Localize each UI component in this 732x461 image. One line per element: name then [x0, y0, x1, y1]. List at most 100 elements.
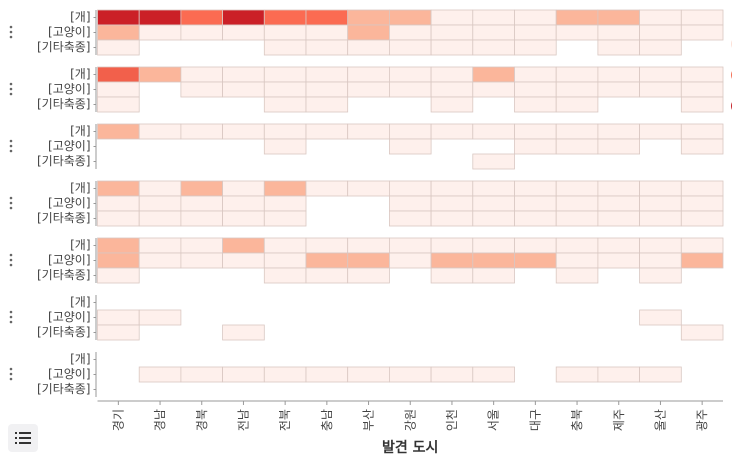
panel-menu-dot	[9, 82, 13, 86]
heatmap-cell	[680, 210, 724, 227]
heatmap-cell	[263, 195, 307, 212]
heatmap-cell	[514, 96, 557, 113]
heatmap-cell	[388, 195, 432, 212]
heatmap-cell	[97, 180, 140, 197]
row-label: [개]	[70, 295, 90, 309]
row-label: [기타축종]	[37, 211, 91, 225]
x-tick-label: 서울	[487, 409, 501, 431]
heatmap-cell	[555, 237, 599, 254]
x-tick-label: 전북	[278, 409, 292, 431]
heatmap-cell	[305, 123, 349, 140]
heatmap-cell	[347, 66, 390, 83]
panel-menu-dot	[9, 258, 13, 262]
heatmap-cell	[138, 123, 182, 140]
heatmap-cell	[263, 39, 307, 56]
heatmap-cell	[305, 9, 349, 26]
panel-menu-dot	[9, 35, 13, 39]
heatmap-cell	[138, 252, 182, 269]
heatmap-cell	[222, 237, 265, 254]
heatmap-cell	[597, 24, 641, 41]
heatmap-cell	[180, 123, 223, 140]
heatmap-cell	[263, 267, 307, 284]
heatmap-cell	[305, 366, 349, 383]
heatmap-cell	[555, 138, 599, 155]
heatmap-cell	[222, 81, 265, 98]
heatmap-cell	[305, 180, 349, 197]
heatmap-cell	[347, 81, 390, 98]
heatmap-cell	[639, 210, 682, 227]
heatmap-cell	[97, 81, 140, 98]
chart-menu-button[interactable]	[8, 424, 38, 452]
heatmap-cell	[680, 138, 724, 155]
x-tick-label: 경남	[153, 409, 167, 431]
heatmap-cell	[597, 123, 641, 140]
panel-menu-dot	[9, 196, 13, 200]
x-tick-label: 대구	[528, 409, 542, 431]
panel-menu-dot	[9, 206, 13, 210]
heatmap-cell	[263, 123, 307, 140]
heatmap-cell	[430, 39, 474, 56]
heatmap-cell	[180, 24, 223, 41]
heatmap-cell	[680, 9, 724, 26]
row-label: [기타축종]	[37, 97, 91, 111]
heatmap-cell	[555, 210, 599, 227]
heatmap-cell	[222, 9, 265, 26]
heatmap-cell	[180, 81, 223, 98]
heatmap-cell	[555, 96, 599, 113]
heatmap-panel: [개][고양이][기타축종]	[9, 123, 724, 170]
heatmap-cell	[514, 237, 557, 254]
heatmap-cell	[514, 138, 557, 155]
heatmap-cell	[222, 324, 265, 341]
heatmap-cell	[555, 9, 599, 26]
heatmap-cell	[263, 252, 307, 269]
heatmap-cell	[263, 81, 307, 98]
heatmap-cell	[263, 366, 307, 383]
heatmap-cell	[514, 39, 557, 56]
panel-menu-dot	[9, 25, 13, 29]
heatmap-cell	[472, 210, 515, 227]
heatmap-cell	[597, 252, 641, 269]
heatmap-cell	[263, 9, 307, 26]
x-tick-label: 전남	[236, 409, 250, 431]
heatmap-cell	[222, 180, 265, 197]
heatmap-cell	[305, 39, 349, 56]
heatmap-cell	[555, 366, 599, 383]
x-tick-label: 경기	[111, 409, 125, 431]
heatmap-cell	[263, 96, 307, 113]
x-tick-label: 광주	[695, 409, 709, 431]
heatmap-cell	[138, 66, 182, 83]
heatmap-cell	[472, 195, 515, 212]
heatmap-cell	[597, 180, 641, 197]
heatmap-cell	[555, 180, 599, 197]
heatmap-cell	[597, 210, 641, 227]
heatmap-cell	[347, 180, 390, 197]
heatmap-cell	[555, 24, 599, 41]
panel-menu-dot	[9, 144, 13, 148]
heatmap-cell	[388, 9, 432, 26]
heatmap-panel: [개][고양이][기타축종]	[9, 295, 724, 341]
heatmap-cell	[514, 123, 557, 140]
x-tick-label: 제주	[612, 409, 626, 431]
row-label: [기타축종]	[37, 40, 91, 54]
heatmap-cell	[97, 9, 140, 26]
heatmap-cell	[97, 237, 140, 254]
heatmap-cell	[472, 9, 515, 26]
heatmap-cell	[639, 9, 682, 26]
row-label: [기타축종]	[37, 268, 91, 282]
heatmap-cell	[347, 267, 390, 284]
heatmap-cell	[472, 81, 515, 98]
row-label: [고양이]	[48, 367, 90, 381]
heatmap-cell	[347, 9, 390, 26]
x-tick-label: 경북	[195, 409, 209, 431]
row-label: [개]	[70, 124, 90, 138]
row-label: [고양이]	[48, 82, 90, 96]
heatmap-cell	[639, 81, 682, 98]
heatmap-cell	[680, 123, 724, 140]
x-tick-label: 충남	[320, 409, 334, 431]
panel-menu-dot	[9, 315, 13, 319]
heatmap-panel: [개][고양이][기타축종]	[9, 66, 724, 113]
heatmap-cell	[472, 24, 515, 41]
heatmap-cell	[263, 180, 307, 197]
panel-menu-dot	[9, 263, 13, 267]
